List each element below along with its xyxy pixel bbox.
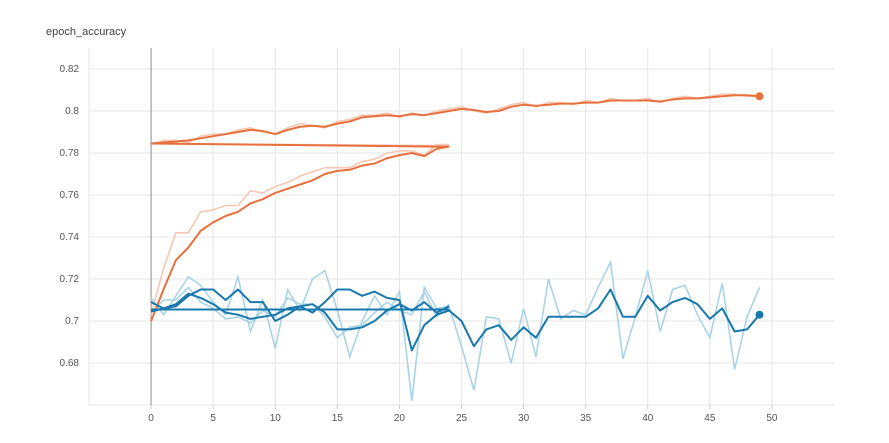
train-raw-line-1 xyxy=(150,143,450,315)
x-tick-label: 50 xyxy=(766,413,778,424)
x-tick-label: 5 xyxy=(210,413,216,424)
y-tick-label: 0.82 xyxy=(60,64,80,75)
x-tick-label: 35 xyxy=(580,413,592,424)
validation-series-line-3 xyxy=(150,288,761,352)
x-tick-label: 25 xyxy=(456,413,468,424)
x-tick-label: 10 xyxy=(270,413,282,424)
x-tick-label: 40 xyxy=(642,413,654,424)
y-tick-label: 0.68 xyxy=(60,358,80,369)
x-tick-label: 30 xyxy=(518,413,530,424)
x-tick-label: 20 xyxy=(394,413,406,424)
validation-raw-line-4 xyxy=(150,286,450,340)
x-tick-label: 45 xyxy=(704,413,716,424)
x-tick-label: 15 xyxy=(332,413,344,424)
chart-title: epoch_accuracy xyxy=(46,26,127,38)
validation-series-line-4 xyxy=(150,292,450,331)
validation-end-point xyxy=(755,310,764,319)
train-series-line-2 xyxy=(151,142,450,148)
y-tick-label: 0.8 xyxy=(65,106,79,117)
train-raw-line-0 xyxy=(150,93,760,146)
series-group xyxy=(150,93,761,401)
train-series-line-0 xyxy=(150,94,760,145)
train-end-point xyxy=(755,92,764,101)
y-tick-label: 0.72 xyxy=(60,274,80,285)
validation-raw-line-3 xyxy=(150,259,761,401)
y-tick-label: 0.76 xyxy=(60,190,80,201)
y-tick-label: 0.74 xyxy=(60,232,80,243)
y-tick-label: 0.78 xyxy=(60,148,80,159)
y-tick-label: 0.7 xyxy=(65,316,79,327)
train-series-line-1 xyxy=(150,145,450,322)
x-tick-label: 0 xyxy=(148,413,154,424)
